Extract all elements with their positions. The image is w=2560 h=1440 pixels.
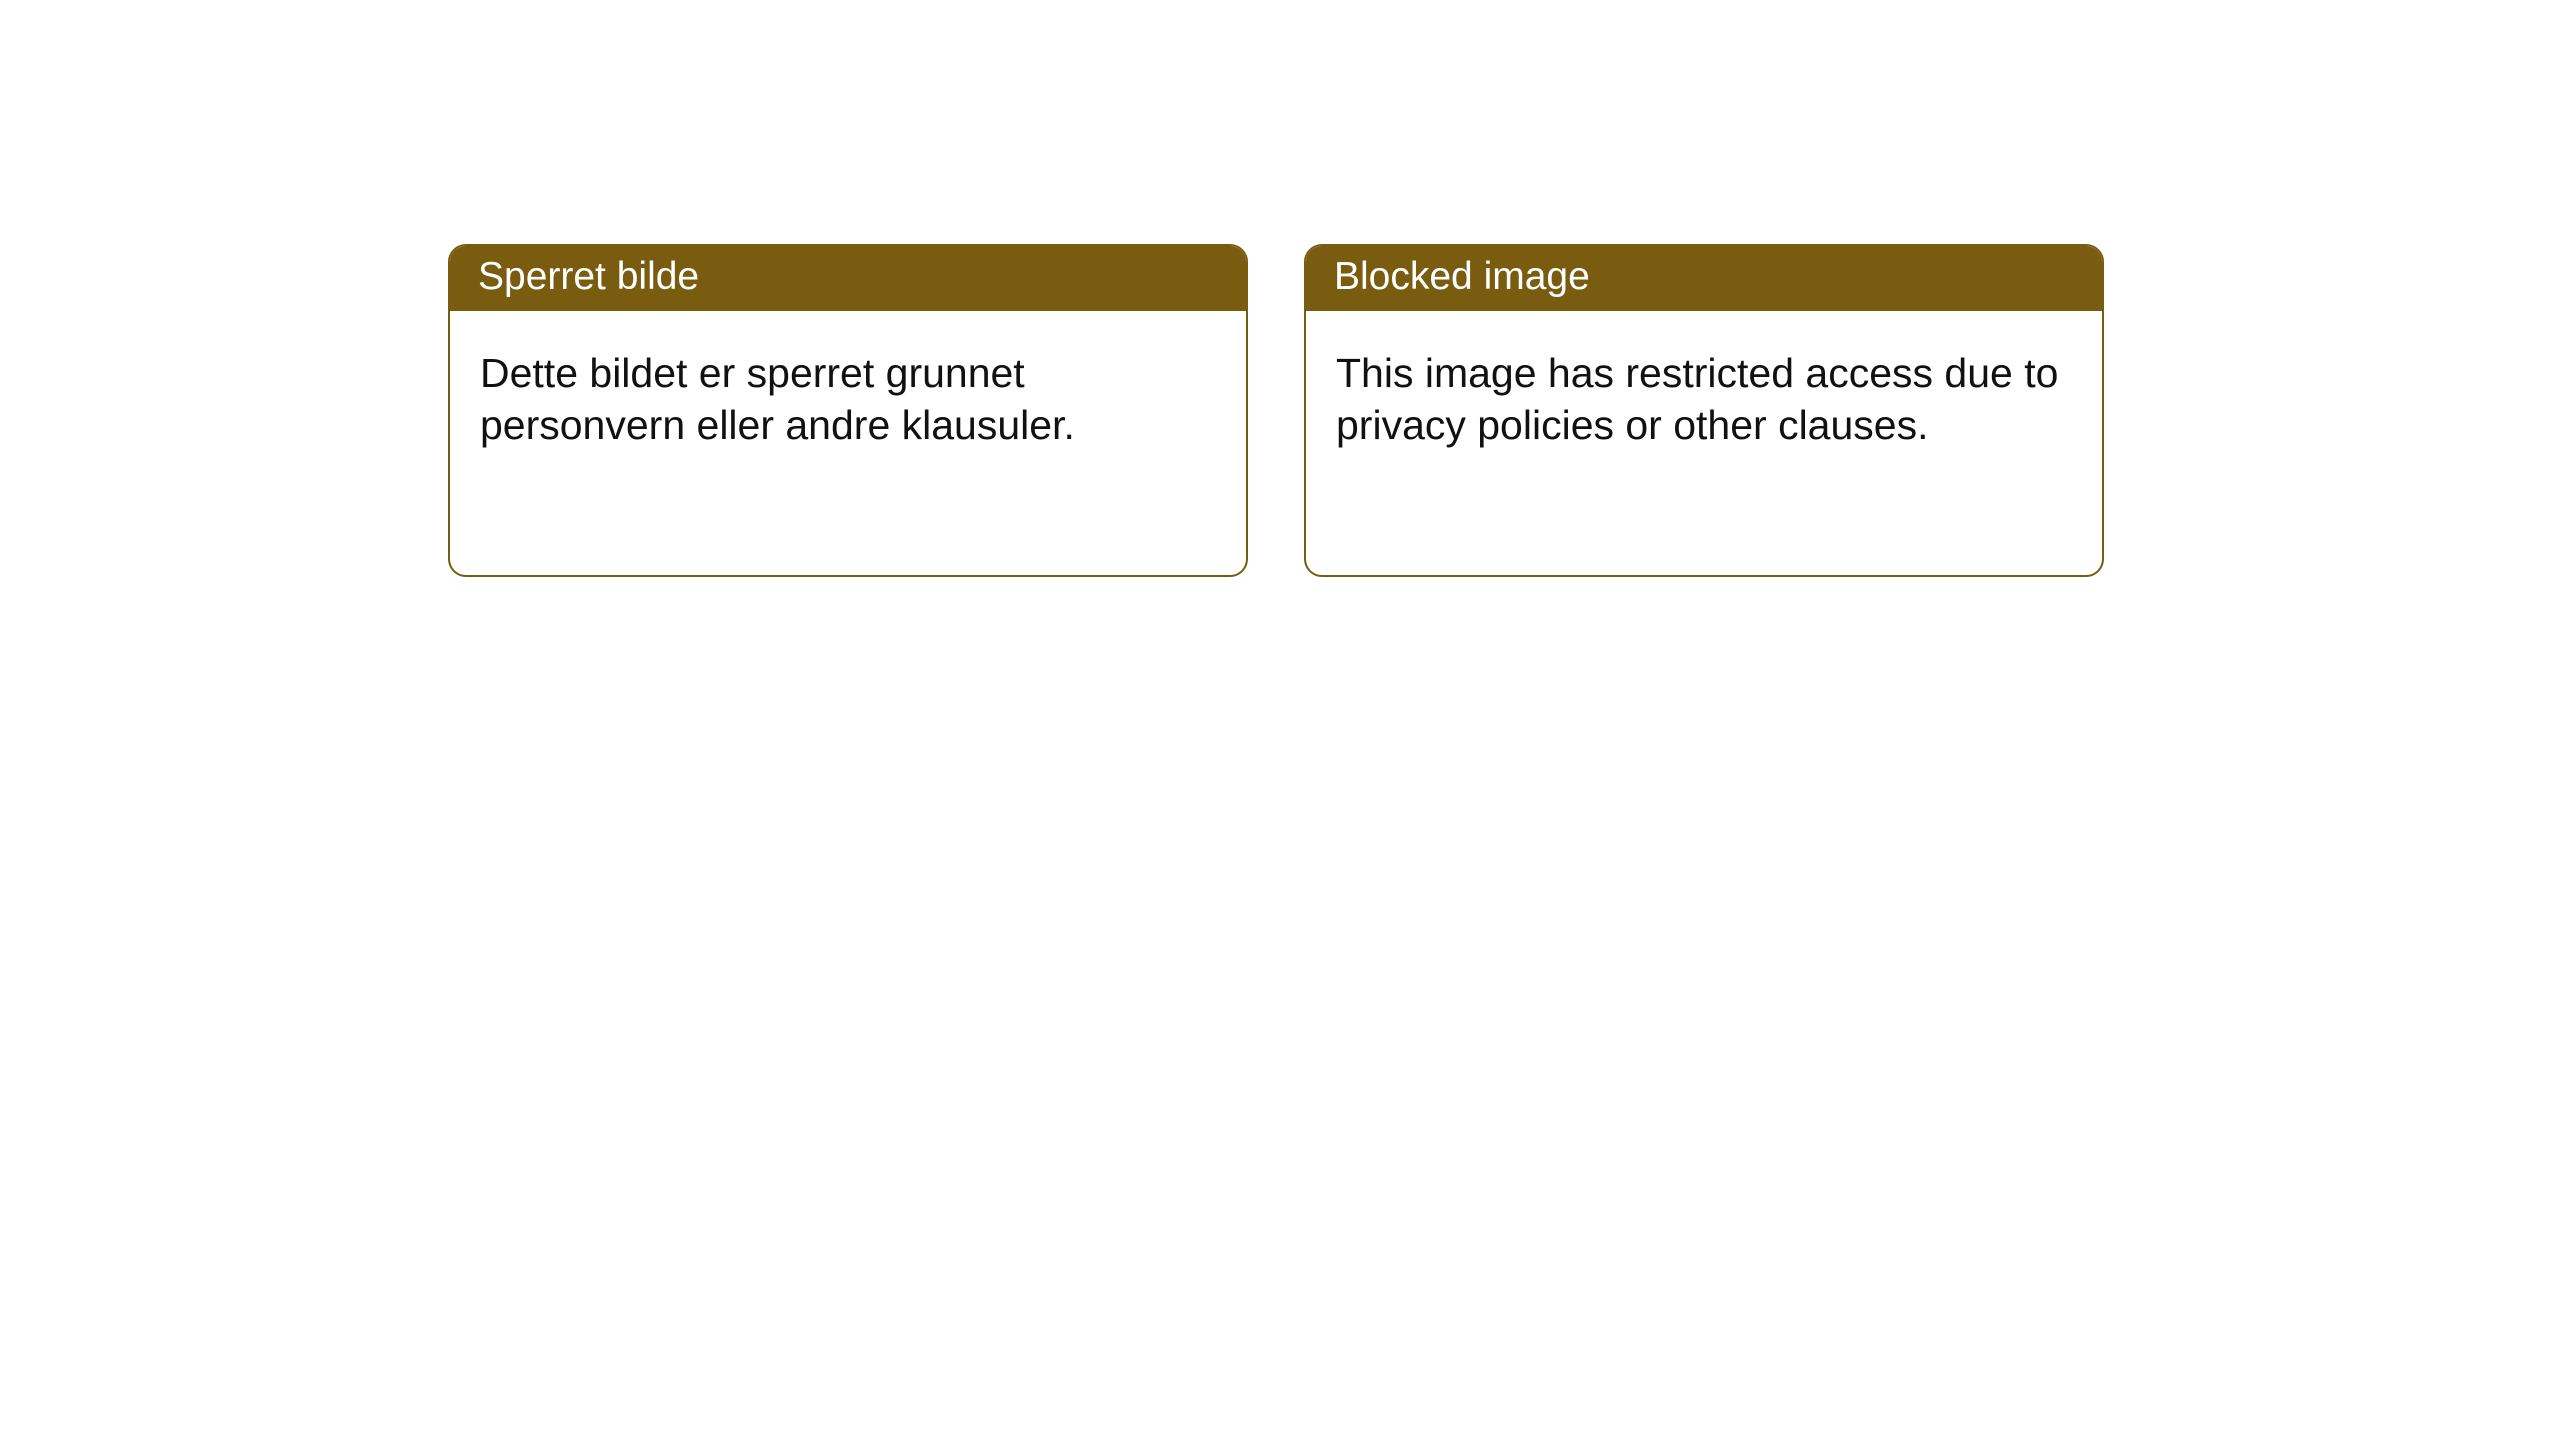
notice-title-english: Blocked image xyxy=(1306,246,2102,311)
notice-title-norwegian: Sperret bilde xyxy=(450,246,1246,311)
notice-body-norwegian: Dette bildet er sperret grunnet personve… xyxy=(450,311,1246,488)
notice-container: Sperret bilde Dette bildet er sperret gr… xyxy=(0,0,2560,577)
notice-body-english: This image has restricted access due to … xyxy=(1306,311,2102,488)
notice-card-english: Blocked image This image has restricted … xyxy=(1304,244,2104,577)
notice-card-norwegian: Sperret bilde Dette bildet er sperret gr… xyxy=(448,244,1248,577)
